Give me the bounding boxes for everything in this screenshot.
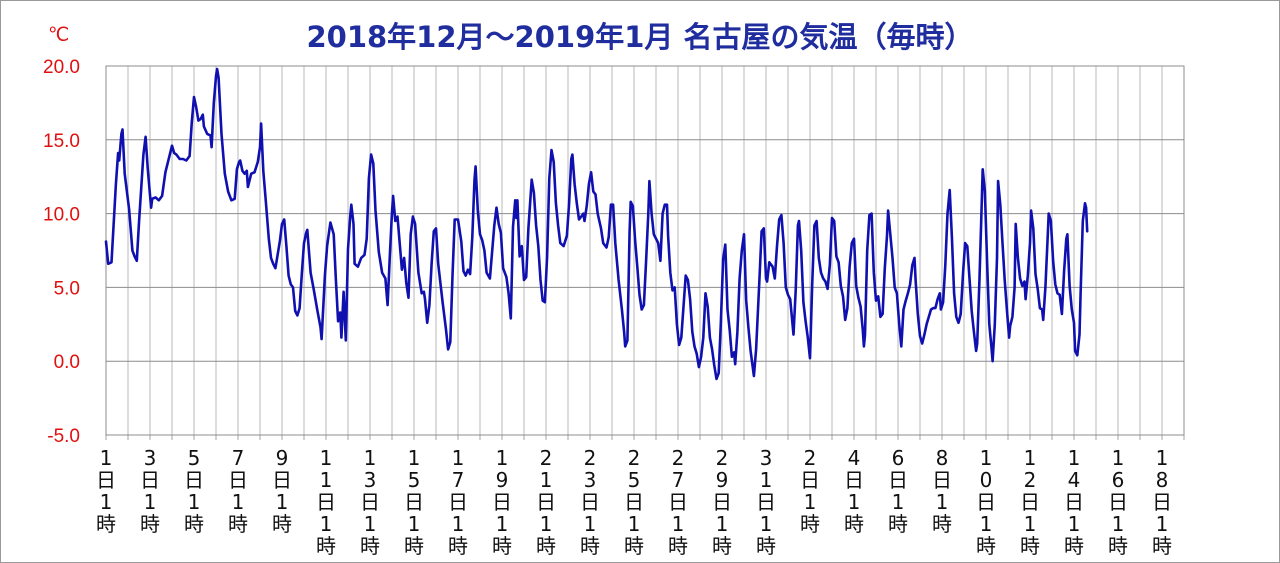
- y-tick-labels: 20.0 15.0 10.0 5.0 0.0 -5.0: [43, 57, 80, 447]
- y-tick-label: 20.0: [43, 57, 80, 78]
- y-axis-unit: ℃: [48, 25, 70, 46]
- temperature-line: [104, 67, 1089, 381]
- vertical-gridlines: [105, 66, 1185, 440]
- horizontal-gridlines: [106, 65, 1184, 436]
- y-tick-label: 15.0: [43, 131, 80, 152]
- chart-title: 2018年12月～2019年1月 名古屋の気温（毎時）: [306, 20, 974, 54]
- y-tick-label: -5.0: [47, 426, 80, 447]
- plot-area-border: [105, 65, 1185, 436]
- x-tick-labels: 1 日 1 時 3 日 1 時 5 日 1 時 7 日 1 時 9 日 1 時 1 1 日 1 時 1 3 日 1 時 1 5 日 1 時 1 7 日 1 時…: [96, 446, 1172, 558]
- y-tick-label: 0.0: [54, 352, 80, 373]
- y-tick-label: 5.0: [54, 278, 80, 299]
- y-tick-label: 10.0: [43, 205, 80, 226]
